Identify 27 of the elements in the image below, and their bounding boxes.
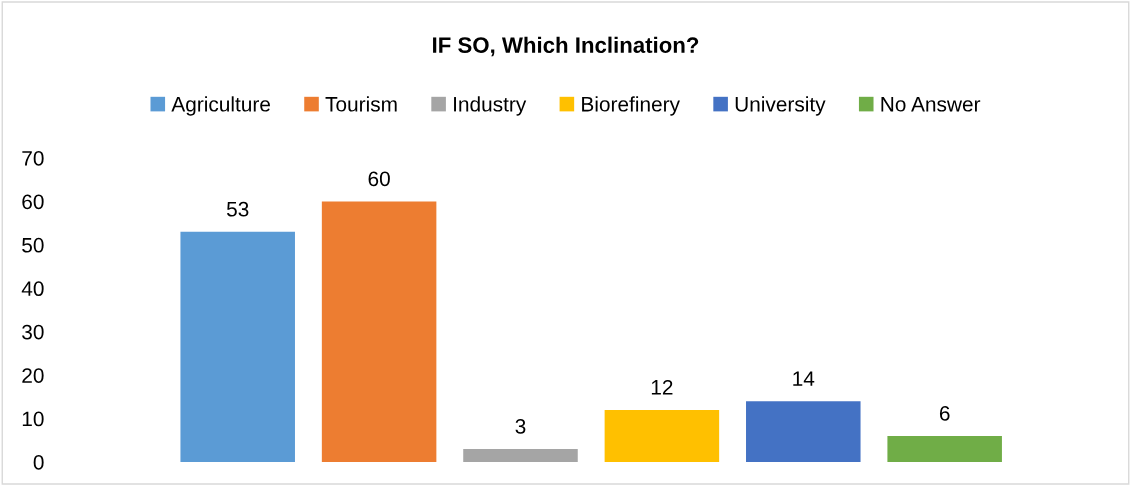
bar (180, 231, 295, 462)
bar (463, 448, 578, 462)
chart-title: IF SO, Which Inclination? (433, 36, 699, 57)
legend-label: Biorefinery (582, 96, 680, 116)
legend-label: Industry (454, 96, 527, 116)
y-tick-label: 10 (22, 411, 44, 427)
y-tick-label: 60 (22, 194, 44, 210)
bar (746, 401, 861, 462)
data-label: 3 (515, 418, 526, 434)
y-tick-label: 40 (21, 281, 44, 297)
y-tick-label: 70 (22, 151, 44, 166)
data-label: 14 (793, 371, 815, 386)
data-label: 60 (368, 171, 390, 187)
data-label: 12 (651, 379, 673, 395)
bar (604, 409, 720, 462)
legend-label: Tourism (325, 96, 397, 112)
y-tick-label: 20 (22, 368, 44, 383)
y-tick-label: 0 (33, 455, 44, 470)
y-tick-label: 30 (22, 324, 44, 340)
legend-label: University (735, 96, 826, 116)
data-label: 53 (226, 201, 249, 217)
legend-label: No Answer (881, 97, 981, 112)
legend-label: Agriculture (171, 96, 270, 116)
y-tick-label: 50 (22, 237, 44, 253)
bar (321, 201, 437, 462)
data-label: 6 (939, 405, 950, 421)
bar (887, 435, 1002, 462)
